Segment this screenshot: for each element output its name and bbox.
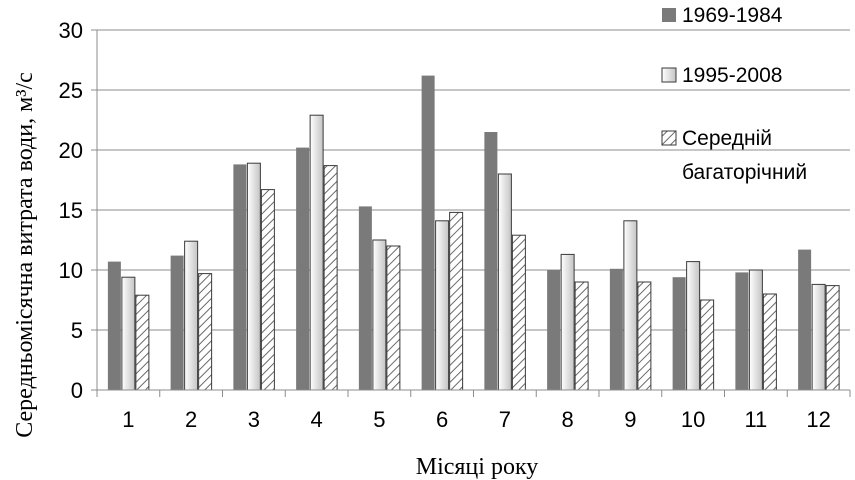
bar-series-3 [825,285,840,391]
bar-series-3 [637,281,652,391]
bar-series-1 [547,270,561,390]
gridlines [97,29,850,331]
x-tick-label: 10 [681,407,705,432]
x-tick-label: 2 [185,407,197,432]
x-tick-label: 9 [624,407,636,432]
bar-series-2 [748,269,763,391]
y-tick-label: 25 [59,78,83,103]
legend-label-1: 1969-1984 [682,4,783,27]
bar-series-2 [184,240,199,391]
x-tick-label: 3 [248,407,260,432]
bar-series-1 [609,268,623,390]
x-axis-title: Місяці року [416,454,539,480]
y-tick-label: 30 [59,18,83,43]
bar-series-1 [358,206,372,390]
bar-series-1 [107,261,121,390]
legend-swatch-3 [661,130,677,146]
y-tick-label: 5 [71,318,83,343]
bar-series-2 [121,276,136,391]
y-axis-title: Середньомісячна витрата води, м³/с [12,72,38,438]
x-tick-label: 4 [311,407,323,432]
bar-series-1 [672,277,686,390]
legend-label-3: багаторічний [682,161,807,184]
bar-series-2 [309,114,324,391]
bar-series-3 [260,189,275,391]
bar-series-3 [135,294,150,391]
y-tick-label: 10 [59,258,83,283]
bar-series-2 [246,162,261,391]
bar-series-2 [811,283,826,391]
bar-series-3 [511,234,526,391]
bar-series-2 [435,220,450,391]
axes [91,29,851,397]
legend-label-2: 1995-2008 [682,64,782,87]
bar-series-3 [323,165,338,391]
bar-series-2 [560,253,575,391]
x-tick-label: 7 [499,407,511,432]
legend-label-3: Середній [682,127,772,150]
bar-series-2 [623,220,638,391]
bar-series-1 [798,249,812,390]
x-tick-label: 12 [806,407,830,432]
bar-series-3 [449,211,464,391]
bar-series-1 [484,132,498,390]
bar-series-3 [700,299,715,391]
bar-series-3 [574,281,589,391]
bar-series-1 [296,147,310,390]
bar-series-3 [198,273,213,391]
y-tick-label: 20 [59,138,83,163]
bar-series-2 [497,173,512,391]
y-tick-label: 0 [71,378,83,403]
bar-series-3 [386,245,401,391]
bar-series-1 [421,75,435,390]
x-tick-label: 8 [562,407,574,432]
bar-series-3 [762,293,777,391]
x-tick-label: 5 [373,407,385,432]
legend: 1969-1984 1995-2008 Середній багаторічний [661,4,807,184]
bar-series-1 [735,272,749,390]
y-tick-label: 15 [59,198,83,223]
legend-swatch-2 [661,67,677,83]
x-tick-label: 11 [744,407,767,432]
legend-swatch-1 [662,8,676,22]
bars [107,75,840,391]
x-tick-label: 6 [436,407,448,432]
bar-series-2 [372,239,387,391]
bar-series-1 [170,255,184,390]
bar-series-1 [233,164,247,390]
x-tick-label: 1 [122,407,134,432]
bar-series-2 [686,261,701,391]
